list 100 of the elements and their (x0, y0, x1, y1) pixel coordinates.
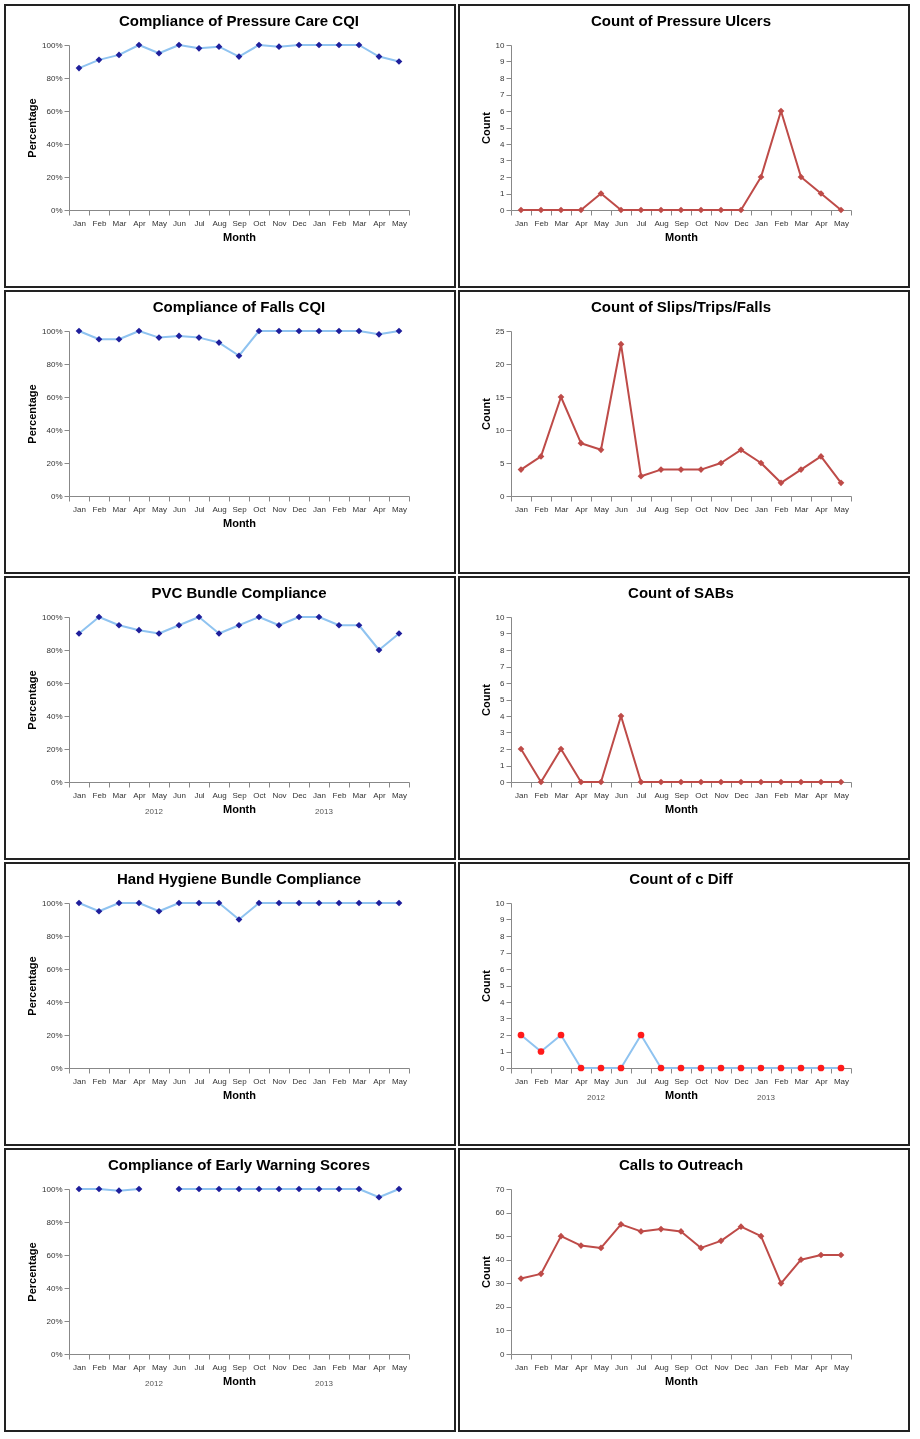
x-tick-label: May (151, 1076, 168, 1086)
point (155, 49, 163, 57)
point (837, 1064, 845, 1072)
x-tick-label: Feb (774, 1362, 789, 1372)
point (797, 778, 805, 786)
x-tick-label: Aug (654, 218, 669, 228)
point (737, 446, 745, 454)
y-axis-title: Count (479, 683, 492, 716)
x-tick-label: Sep (674, 218, 690, 228)
x-tick-label: Jul (194, 1362, 205, 1372)
y-tick-label: 20% (46, 744, 63, 754)
x-tick-label: Nov (714, 790, 729, 800)
x-tick-label: Feb (534, 1076, 549, 1086)
point (777, 479, 785, 487)
x-tick-label: Jan (515, 1362, 528, 1372)
x-tick-label: Jul (194, 504, 205, 514)
x-tick-label: Feb (332, 1076, 347, 1086)
x-tick-label: Feb (332, 218, 347, 228)
point (175, 332, 183, 340)
point (717, 1064, 725, 1072)
x-tick-label: May (593, 790, 610, 800)
x-tick-label: Feb (534, 790, 549, 800)
x-tick-label: Nov (272, 504, 287, 514)
point (255, 41, 263, 49)
text: 2013 (757, 1093, 776, 1102)
x-tick-label: Aug (654, 504, 669, 514)
x-tick-label: Jan (313, 504, 326, 514)
chart-title: Hand Hygiene Bundle Compliance (116, 870, 362, 887)
x-tick-label: Oct (253, 790, 267, 800)
x-tick-label: Aug (654, 790, 669, 800)
x-tick-label: Nov (272, 790, 287, 800)
point (677, 1064, 685, 1072)
y-tick-label: 7 (500, 662, 506, 671)
point (335, 41, 343, 49)
x-tick-label: Feb (332, 790, 347, 800)
x-tick-label: Feb (774, 790, 789, 800)
y-tick-label: 10 (495, 425, 506, 435)
y-tick-label: 80% (46, 359, 63, 369)
x-tick-label: Jan (313, 1076, 326, 1086)
point (757, 1232, 765, 1240)
y-tick-label: 0 (500, 205, 506, 215)
point (95, 56, 103, 64)
y-tick-label: 100% (42, 1184, 63, 1194)
y-tick-label: 60% (46, 678, 63, 688)
y-axis-title: Percentage (26, 98, 39, 158)
x-axis-title: Month (223, 230, 257, 243)
x-tick-label: Feb (92, 1362, 107, 1372)
point (697, 206, 705, 214)
chart-title: Calls to Outreach (618, 1156, 744, 1173)
point (355, 327, 363, 335)
x-tick-label: Sep (674, 1362, 690, 1372)
y-tick-label: 2 (500, 1030, 506, 1040)
point (737, 1223, 745, 1231)
point (717, 459, 725, 467)
y-tick-label: 8 (500, 73, 506, 83)
point (637, 778, 645, 786)
x-tick-label: Mar (112, 1076, 127, 1086)
x-tick-label: Mar (352, 790, 367, 800)
y-tick-label: 20% (46, 1316, 63, 1326)
x-tick-label: Feb (332, 504, 347, 514)
point (617, 1221, 625, 1228)
x-tick-label: Mar (794, 504, 809, 514)
x-tick-label: Jun (173, 1362, 186, 1372)
x-tick-label: May (391, 1362, 408, 1372)
x-axis-title: Month (223, 802, 257, 815)
point (657, 1064, 665, 1072)
x-tick-label: Jul (636, 218, 647, 228)
x-tick-label: Nov (272, 1362, 287, 1372)
y-tick-label: 40% (46, 997, 63, 1007)
x-tick-label: Nov (272, 1076, 287, 1086)
x-tick-label: May (391, 1076, 408, 1086)
y-tick-label: 20% (46, 1030, 63, 1040)
text: 2013 (315, 1379, 334, 1388)
x-tick-label: Apr (575, 790, 589, 800)
point (617, 1064, 625, 1072)
x-tick-label: Feb (774, 504, 789, 514)
x-tick-label: Jan (73, 790, 86, 800)
point (115, 899, 123, 907)
x-tick-label: Apr (373, 1076, 387, 1086)
point (737, 1064, 745, 1072)
point (275, 621, 283, 629)
point (797, 1256, 805, 1264)
y-tick-label: 0% (50, 777, 63, 787)
y-tick-label: 8 (500, 645, 506, 655)
text: 2012 (145, 1379, 164, 1388)
x-tick-label: Dec (292, 504, 307, 514)
y-tick-label: 7 (500, 948, 506, 957)
x-axis-title: Month (665, 1374, 699, 1387)
point (315, 613, 323, 621)
point (737, 206, 745, 214)
y-tick-label: 3 (500, 1014, 506, 1023)
point (697, 1244, 705, 1252)
x-tick-label: Dec (734, 1362, 749, 1372)
y-tick-label: 100% (42, 40, 63, 50)
x-tick-label: May (391, 504, 408, 514)
y-axis-title: Count (479, 111, 492, 144)
chart-title: PVC Bundle Compliance (151, 584, 327, 601)
y-tick-label: 40% (46, 711, 63, 721)
x-tick-label: Oct (695, 1076, 709, 1086)
y-tick-label: 10 (495, 898, 506, 908)
